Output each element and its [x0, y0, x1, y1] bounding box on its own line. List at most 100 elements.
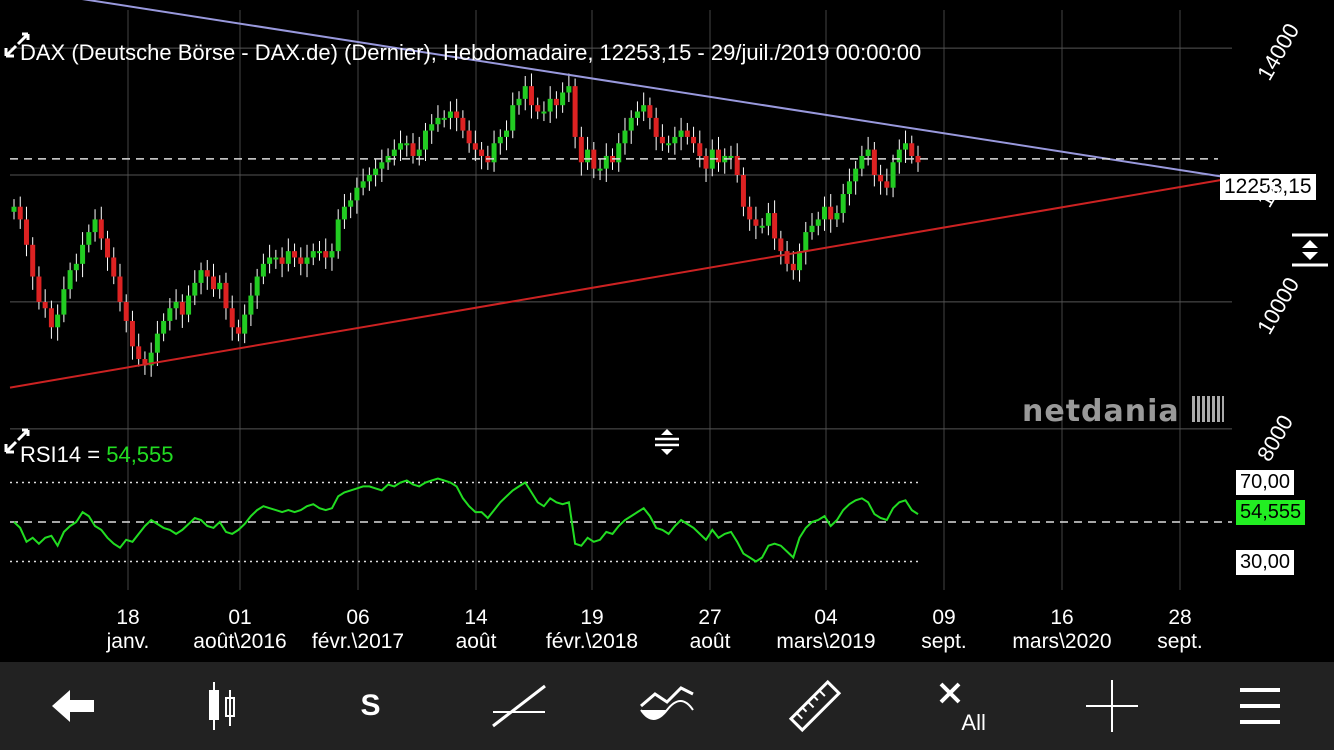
candle-body [161, 320, 167, 334]
candle-body [915, 155, 921, 163]
x-tick-label: 18 janv. [63, 606, 193, 654]
candle-body [790, 263, 796, 271]
candle-body [454, 111, 460, 118]
back-button[interactable] [34, 666, 114, 746]
scale-resize-icon[interactable] [1288, 232, 1332, 268]
rsi-line [13, 477, 919, 563]
candle-body [560, 92, 566, 106]
support-line [9, 177, 1233, 389]
candle-body [360, 181, 366, 188]
expand-icon[interactable] [2, 30, 32, 60]
x-tick-month: sept. [921, 630, 967, 653]
candle-body [497, 136, 503, 144]
candle-body [553, 98, 559, 106]
candle-body [541, 111, 547, 114]
candle-body [260, 263, 266, 277]
candle-body [510, 105, 516, 131]
candle-body [111, 257, 117, 277]
delete-all-button[interactable]: All [923, 666, 1003, 746]
candle-body [92, 219, 98, 233]
rsi-expand-icon[interactable] [2, 426, 32, 456]
candle-body [323, 251, 329, 258]
candle-body [784, 251, 790, 264]
candle-body [211, 276, 217, 290]
indicator-button[interactable] [627, 666, 707, 746]
x-tick-day: 06 [346, 606, 370, 629]
x-tick-month: janv. [106, 630, 150, 653]
candle-body [815, 219, 821, 226]
candle-body [871, 149, 877, 175]
last-price-tag: 12253,15 [1220, 174, 1316, 200]
candle-body [809, 225, 815, 233]
candle-body [765, 213, 771, 226]
candle-body [279, 257, 285, 264]
candle-body [223, 282, 229, 309]
candle-body [373, 168, 379, 175]
candle-body [840, 194, 846, 214]
candle-body [597, 168, 603, 171]
candle-body [834, 213, 840, 220]
x-tick-label: 16 mars\2020 [997, 606, 1127, 654]
candle-body [285, 251, 291, 264]
x-tick-day: 16 [1050, 606, 1074, 629]
pane-split-icon[interactable] [652, 427, 682, 457]
x-tick-label: 14 août [411, 606, 541, 654]
candle-body [61, 289, 67, 315]
candle-body [379, 162, 385, 169]
candle-body [734, 155, 740, 175]
candle-body [23, 219, 29, 245]
candle-body [142, 359, 148, 366]
x-tick-month: sept. [1157, 630, 1203, 653]
symbol-button[interactable]: S [331, 666, 411, 746]
candle-body [865, 149, 871, 156]
menu-button[interactable] [1220, 666, 1300, 746]
candle-body [117, 276, 123, 302]
candle-body [441, 117, 447, 120]
candle-body [235, 327, 241, 334]
candle-body [516, 98, 522, 106]
candle-body [853, 168, 859, 182]
candle-body [572, 86, 578, 137]
x-tick-day: 28 [1168, 606, 1192, 629]
trendlines [9, 0, 1233, 389]
delete-all-icon [940, 682, 961, 704]
candle-body [803, 232, 809, 252]
candle-body [653, 117, 659, 137]
chart[interactable] [0, 0, 1334, 662]
x-tick-month: août [689, 630, 731, 653]
candle-body [173, 301, 179, 309]
chart-type-button[interactable] [182, 666, 262, 746]
candle-body [42, 301, 48, 309]
x-tick-label: 19 févr.\2018 [527, 606, 657, 654]
candle-body [316, 251, 322, 254]
indicator-icon [640, 686, 694, 720]
x-tick-day: 14 [464, 606, 488, 629]
candles [11, 73, 921, 377]
ruler-button[interactable] [775, 666, 855, 746]
candle-body [55, 314, 61, 328]
candle-body [828, 206, 834, 220]
crosshair-button[interactable] [1072, 666, 1152, 746]
candle-body [753, 219, 759, 226]
trendline-button[interactable] [479, 666, 559, 746]
candle-body [778, 238, 784, 252]
candle-body [192, 282, 198, 296]
candle-body [248, 295, 254, 315]
x-tick-label: 04 mars\2019 [761, 606, 891, 654]
candle-body [472, 143, 478, 150]
ruler-icon [789, 679, 842, 733]
candle-body [641, 105, 647, 112]
x-tick-month: févr.\2017 [311, 630, 405, 653]
rsi-title: RSI14 = 54,555 [20, 442, 174, 468]
candle-body [684, 130, 690, 137]
candle-body [846, 181, 852, 195]
candle-body [148, 352, 154, 366]
candle-body [666, 143, 672, 146]
candle-body [404, 143, 410, 146]
x-tick-label: 01 août\2016 [175, 606, 305, 654]
candle-body [129, 320, 135, 347]
candle-body [634, 111, 640, 118]
candle-body [348, 200, 354, 207]
x-tick-label: 27 août [645, 606, 775, 654]
candle-body [179, 301, 185, 315]
